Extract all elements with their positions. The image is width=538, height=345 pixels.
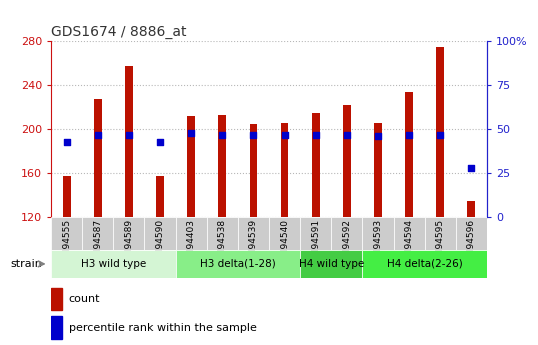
Bar — [393, 217, 424, 250]
Text: GSM94403: GSM94403 — [187, 219, 196, 268]
Bar — [51, 217, 82, 250]
Point — [312, 132, 320, 137]
Bar — [207, 217, 238, 250]
Text: GSM94539: GSM94539 — [249, 219, 258, 268]
Bar — [331, 217, 363, 250]
Text: GSM94595: GSM94595 — [436, 219, 445, 268]
Text: GSM94594: GSM94594 — [405, 219, 414, 268]
Bar — [374, 123, 382, 217]
Bar — [250, 124, 257, 217]
Text: H4 wild type: H4 wild type — [299, 259, 364, 269]
Text: GSM94587: GSM94587 — [93, 219, 102, 268]
Point — [436, 132, 444, 137]
Bar — [436, 47, 444, 217]
Text: H3 delta(1-28): H3 delta(1-28) — [200, 259, 276, 269]
Bar — [405, 92, 413, 217]
Text: GSM94591: GSM94591 — [311, 219, 320, 268]
Bar — [114, 217, 145, 250]
Bar — [51, 316, 62, 339]
Text: GSM94596: GSM94596 — [467, 219, 476, 268]
Point — [187, 130, 195, 136]
Point — [280, 132, 289, 137]
Point — [343, 132, 351, 137]
Text: strain: strain — [10, 259, 42, 269]
Bar — [300, 217, 331, 250]
Point — [94, 132, 102, 137]
Text: GSM94589: GSM94589 — [124, 219, 133, 268]
Bar — [238, 217, 269, 250]
Point — [62, 139, 71, 145]
Point — [125, 132, 133, 137]
Bar — [156, 176, 164, 217]
Bar — [468, 201, 475, 217]
Bar — [363, 217, 393, 250]
Text: GSM94592: GSM94592 — [342, 219, 351, 268]
Text: GSM94593: GSM94593 — [373, 219, 383, 268]
Text: percentile rank within the sample: percentile rank within the sample — [68, 323, 257, 333]
Point — [218, 132, 226, 137]
Point — [373, 134, 382, 139]
Bar — [300, 250, 363, 278]
Point — [467, 165, 476, 171]
Text: GDS1674 / 8886_at: GDS1674 / 8886_at — [51, 25, 187, 39]
Text: H3 wild type: H3 wild type — [81, 259, 146, 269]
Bar — [456, 217, 487, 250]
Bar — [51, 250, 175, 278]
Bar — [281, 123, 288, 217]
Bar — [312, 113, 320, 217]
Bar — [175, 250, 300, 278]
Bar — [145, 217, 175, 250]
Bar — [218, 115, 226, 217]
Bar — [82, 217, 114, 250]
Point — [249, 132, 258, 137]
Text: GSM94590: GSM94590 — [155, 219, 165, 268]
Text: GSM94540: GSM94540 — [280, 219, 289, 268]
Bar — [51, 288, 62, 310]
Bar — [175, 217, 207, 250]
Text: GSM94538: GSM94538 — [218, 219, 227, 268]
Bar — [424, 217, 456, 250]
Point — [155, 139, 164, 145]
Text: GSM94555: GSM94555 — [62, 219, 71, 268]
Text: count: count — [68, 294, 100, 304]
Bar — [63, 176, 70, 217]
Bar — [363, 250, 487, 278]
Bar — [187, 116, 195, 217]
Point — [405, 132, 413, 137]
Bar — [343, 105, 351, 217]
Bar — [125, 66, 133, 217]
Bar — [94, 99, 102, 217]
Text: H4 delta(2-26): H4 delta(2-26) — [387, 259, 463, 269]
Bar — [269, 217, 300, 250]
